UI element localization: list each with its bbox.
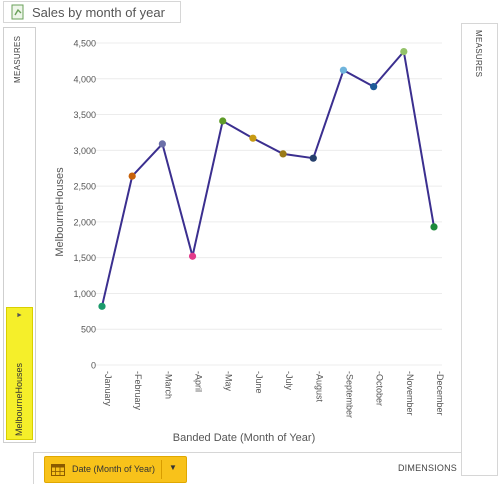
y-axis-ticks: 0 500 1,000 1,500 2,000 2,500 3,000 3,500 4,000 4… <box>73 39 96 371</box>
title-bar[interactable]: Sales by month of year <box>3 1 181 23</box>
dimensions-label: DIMENSIONS <box>397 463 457 473</box>
x-tick-label: -May <box>224 371 234 391</box>
y-tick-label: 2,000 <box>73 217 96 227</box>
pill-divider <box>161 460 162 479</box>
dimensions-bar[interactable]: Date (Month of Year) ▼ DIMENSIONS <box>33 452 461 484</box>
x-tick-label: -January <box>103 371 113 407</box>
calendar-icon <box>51 464 65 476</box>
x-tick-label: -October <box>375 371 385 406</box>
data-point[interactable] <box>400 47 408 56</box>
x-tick-label: -February <box>133 371 143 411</box>
x-tick-label: -August <box>314 371 324 403</box>
measure-pill-melbournehouses[interactable]: ► MelbourneHouses <box>6 307 33 440</box>
data-point[interactable] <box>279 150 287 158</box>
line-chart: 0 500 1,000 1,500 2,000 2,500 3,000 3,500 4,000 4… <box>54 39 445 445</box>
data-point[interactable] <box>249 134 257 142</box>
y-tick-label: 0 <box>91 361 96 371</box>
data-point[interactable] <box>339 66 348 74</box>
y-tick-label: 4,000 <box>73 74 96 84</box>
data-point[interactable] <box>430 223 438 231</box>
y-tick-label: 3,500 <box>73 110 96 120</box>
y-axis-label: MelbourneHouses <box>54 167 66 257</box>
data-point[interactable] <box>128 172 136 180</box>
data-point[interactable] <box>309 154 317 162</box>
x-tick-label: -July <box>284 371 294 391</box>
data-points <box>98 47 438 310</box>
measure-pill-label: MelbourneHouses <box>14 362 24 436</box>
x-tick-label: -November <box>405 371 415 416</box>
measures-label: MEASURES <box>13 36 22 84</box>
y-tick-label: 4,500 <box>73 39 96 49</box>
expand-arrow-icon[interactable]: ► <box>16 312 23 319</box>
x-tick-label: -March <box>163 371 173 399</box>
data-point[interactable] <box>219 117 227 125</box>
x-tick-label: -June <box>254 371 264 394</box>
x-axis-label: Banded Date (Month of Year) <box>173 432 315 444</box>
x-tick-label: -April <box>194 371 204 392</box>
y-tick-label: 1,500 <box>73 253 96 263</box>
data-point[interactable] <box>158 140 166 148</box>
y-tick-label: 3,000 <box>73 146 96 156</box>
gridlines <box>96 42 442 366</box>
page-title: Sales by month of year <box>32 4 165 20</box>
data-point[interactable] <box>98 302 106 310</box>
data-point[interactable] <box>370 83 378 91</box>
chevron-down-icon[interactable]: ▼ <box>169 463 177 472</box>
measures-drop-zone[interactable]: MEASURES ► MelbourneHouses <box>3 27 36 443</box>
dimension-pill-date[interactable]: Date (Month of Year) ▼ <box>44 456 187 483</box>
data-point[interactable] <box>188 252 197 260</box>
x-tick-label: -December <box>435 371 445 416</box>
x-tick-label: -September <box>344 371 354 418</box>
y-tick-label: 500 <box>81 325 96 335</box>
document-chart-icon <box>11 4 24 20</box>
y-tick-label: 2,500 <box>73 182 96 192</box>
dimension-pill-label: Date (Month of Year) <box>72 464 156 474</box>
measures-label-right: MEASURES <box>474 30 483 78</box>
y-tick-label: 1,000 <box>73 289 96 299</box>
x-axis-ticks: -January -February -March -April -May -June -J… <box>103 371 445 418</box>
measures-panel-right[interactable]: MEASURES <box>461 23 498 476</box>
series-line <box>101 49 435 307</box>
